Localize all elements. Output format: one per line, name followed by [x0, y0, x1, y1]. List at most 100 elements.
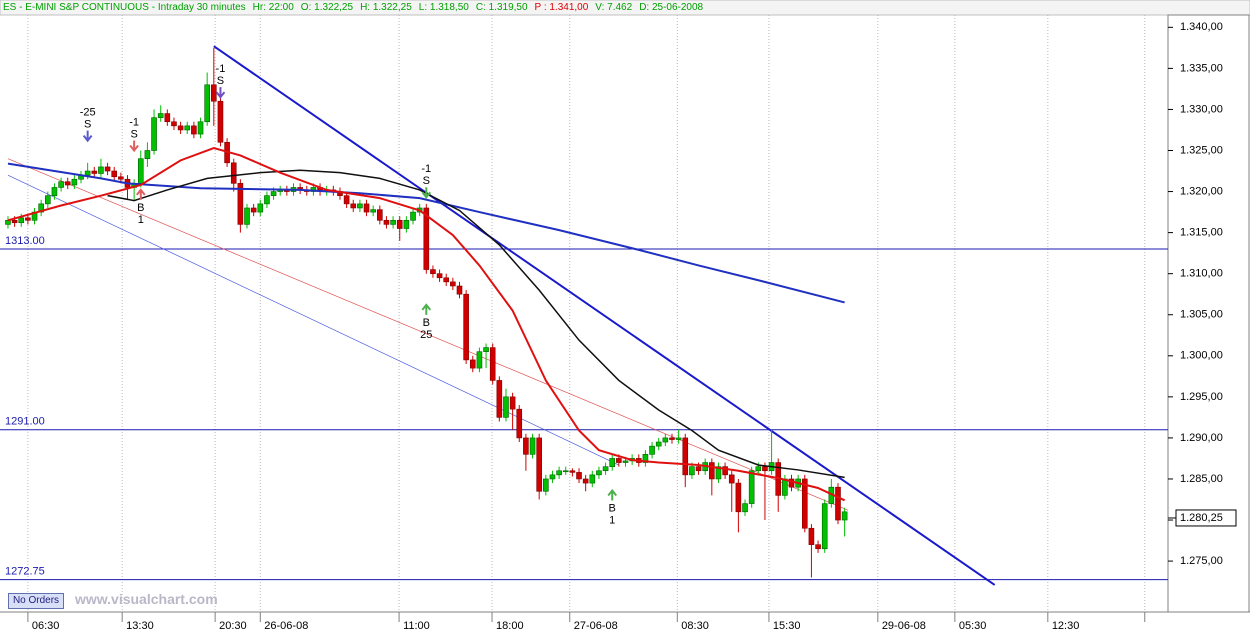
candle-body — [111, 170, 118, 178]
candle-body — [682, 437, 689, 476]
candle-body — [51, 187, 58, 196]
candle-body — [184, 125, 191, 131]
candle-body — [762, 466, 768, 472]
candle-body — [556, 470, 562, 476]
candle-body — [649, 445, 655, 455]
candle-body — [782, 478, 788, 496]
moving-average — [7, 162, 845, 304]
header-field: O: 1.322,25 — [300, 2, 354, 13]
candle-body — [164, 113, 171, 123]
candle-body — [84, 170, 91, 176]
x-tick-label: 26-06-08 — [264, 620, 308, 632]
candle-body — [549, 474, 556, 480]
y-tick-label: 1.320,00 — [1180, 185, 1223, 197]
candle-body — [71, 178, 78, 186]
signal-label: -1 — [129, 116, 139, 128]
trend-line — [7, 158, 849, 511]
candle-body — [728, 474, 735, 484]
signal-arrow — [82, 130, 93, 143]
candle-body — [523, 437, 529, 455]
level-label: 1313.00 — [5, 235, 45, 247]
y-tick-label: 1.330,00 — [1180, 103, 1223, 115]
candle-body — [801, 478, 808, 529]
candle-body — [357, 203, 363, 209]
candle-body — [91, 170, 98, 174]
candle-body — [211, 84, 217, 102]
candle-body — [821, 503, 828, 550]
candle-body — [456, 285, 463, 295]
x-tick-label: 06:30 — [32, 620, 60, 632]
candle-body — [755, 466, 762, 472]
header-title: ES - E-MINI S&P CONTINUOUS - Intraday 30… — [3, 2, 246, 13]
candle-body — [569, 470, 576, 473]
candle-body — [58, 181, 64, 188]
candle-body — [463, 293, 469, 361]
y-tick-label: 1.300,00 — [1180, 350, 1223, 362]
candle-body — [469, 359, 476, 369]
candle-body — [350, 203, 357, 209]
x-tick-label: 18:00 — [496, 620, 524, 632]
x-tick-label: 29-06-08 — [882, 620, 926, 632]
candle-body — [197, 121, 204, 135]
candle-body — [383, 219, 390, 225]
candle-body — [204, 84, 210, 123]
candle-body — [450, 281, 456, 287]
header-bar — [0, 0, 1250, 16]
candle-body — [118, 176, 124, 180]
moving-average — [107, 169, 845, 479]
candle-body — [516, 408, 523, 439]
last-price-box — [1175, 509, 1237, 527]
candle-body — [250, 207, 257, 213]
candle-body — [270, 191, 277, 196]
candle-body — [98, 166, 104, 174]
candle-body — [642, 454, 649, 463]
candle-body — [137, 158, 144, 184]
candle-body — [722, 466, 728, 476]
candle-body — [370, 209, 376, 213]
candle-body — [476, 351, 483, 369]
candle-body — [230, 162, 237, 184]
header: ES - E-MINI S&P CONTINUOUS - Intraday 30… — [0, 0, 1168, 15]
moving-average — [7, 146, 846, 502]
x-tick-label: 12:30 — [1052, 620, 1080, 632]
candle-body — [157, 113, 164, 118]
candle-body — [436, 273, 443, 279]
candle-body — [423, 207, 430, 270]
header-field: D: 25-06-2008 — [639, 2, 704, 13]
signal-label: -1 — [421, 163, 431, 175]
header-field: Hr: 22:00 — [252, 2, 294, 13]
y-tick-label: 1.295,00 — [1180, 391, 1223, 403]
last-price-label: 1.280,25 — [1180, 512, 1223, 524]
level-label: 1291.00 — [5, 416, 45, 428]
header-field: C: 1.319,50 — [475, 2, 528, 13]
candle-body — [144, 150, 151, 160]
trend-line — [213, 45, 996, 586]
candle-body — [835, 486, 841, 521]
candle-body — [237, 183, 244, 225]
candle-body — [669, 437, 675, 440]
candle-body — [363, 203, 370, 213]
y-tick-label: 1.335,00 — [1180, 62, 1223, 74]
signal-arrow — [215, 87, 226, 99]
candle-body — [536, 437, 542, 492]
signal-label: 1 — [609, 514, 615, 526]
x-tick-label: 08:30 — [681, 620, 709, 632]
candle-body — [496, 380, 503, 418]
signal-label: B — [609, 502, 616, 514]
signal-label: -1 — [216, 63, 226, 75]
header-field: P : 1.341,00 — [534, 2, 589, 13]
signal-arrow — [607, 488, 618, 501]
no-orders-button[interactable]: No Orders — [8, 593, 64, 609]
candle-body — [622, 460, 629, 463]
candle-body — [151, 117, 157, 151]
signal-label: B — [423, 317, 430, 329]
watermark: www.visualchart.com — [75, 591, 218, 607]
candle-body — [715, 466, 722, 480]
candle-body — [177, 125, 184, 131]
signal-label: S — [130, 128, 137, 140]
candle-body — [509, 396, 516, 410]
candle-body — [742, 503, 748, 513]
candle-body — [390, 219, 396, 225]
